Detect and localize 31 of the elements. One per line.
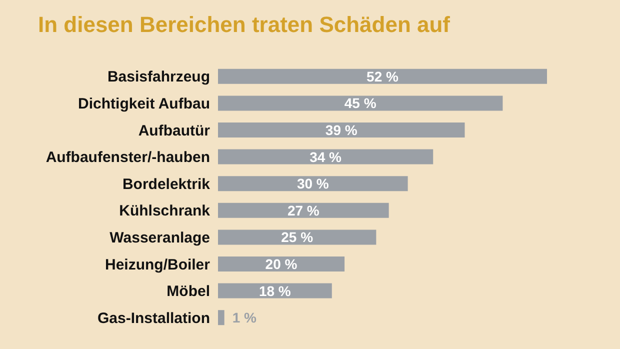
data-label: 20 %: [265, 256, 298, 272]
bar: [218, 122, 465, 138]
bar: [218, 230, 376, 245]
bar: [218, 96, 503, 111]
data-label: 30 %: [296, 176, 330, 192]
data-label: 34 %: [310, 148, 342, 165]
bar: [218, 68, 547, 84]
y-tick-label: Wasseranlage: [110, 230, 210, 247]
data-label: 27 %: [287, 202, 320, 218]
y-tick-label: Möbel: [166, 283, 210, 300]
bar: [218, 149, 434, 164]
data-label: 52 %: [366, 68, 399, 84]
y-tick-label: Heizung/Boiler: [104, 256, 210, 274]
y-tick-label: Kühlschrank: [119, 202, 211, 220]
data-label: 39 %: [325, 122, 358, 138]
y-tick-label: Dichtigkeit Aufbau: [78, 96, 210, 113]
y-tick-label: Aufbaufenster/-hauben: [46, 149, 210, 166]
chart-title: In diesen Bereichen traten Schäden auf: [38, 12, 450, 38]
data-label: 18 %: [258, 282, 292, 299]
y-tick-label: Gas-Installation: [97, 310, 210, 327]
bar: [218, 176, 408, 192]
y-tick-label: Aufbautür: [138, 122, 210, 140]
bar: [218, 256, 345, 272]
data-label: 45 %: [344, 95, 377, 112]
bar: [218, 310, 224, 326]
bar: [218, 283, 332, 298]
data-label: 25 %: [281, 229, 314, 246]
bar: [218, 202, 389, 218]
y-tick-label: Bordelektrik: [122, 176, 211, 193]
data-label: 1 %: [232, 310, 258, 326]
y-tick-label: Basisfahrzeug: [107, 68, 210, 86]
